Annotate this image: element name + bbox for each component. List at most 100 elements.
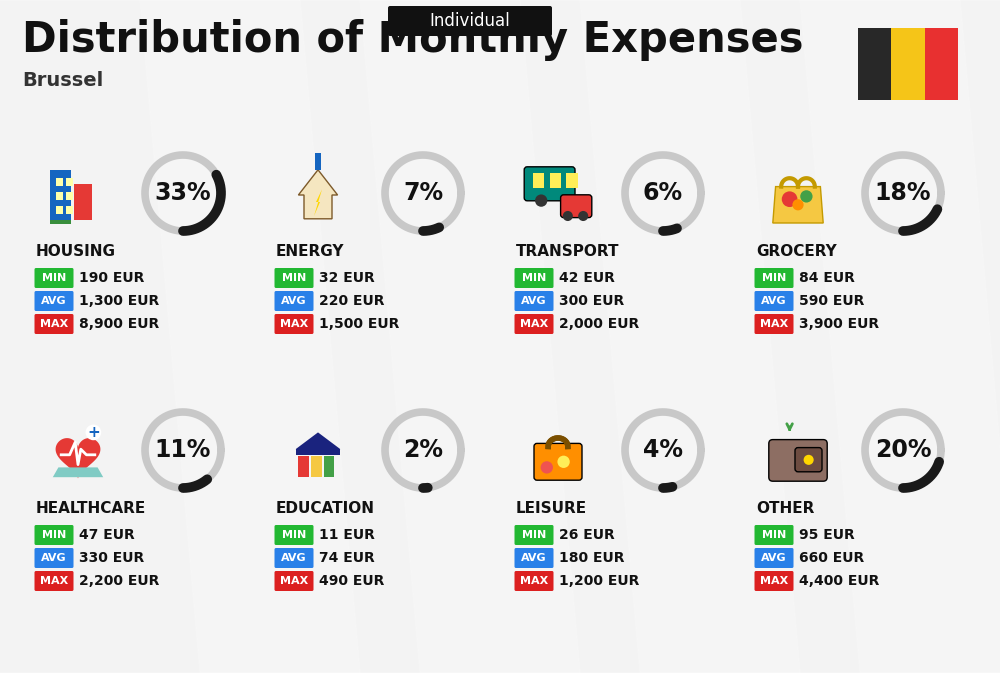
Bar (324, 456, 334, 477)
Text: EDUCATION: EDUCATION (276, 501, 375, 516)
Text: AVG: AVG (521, 553, 547, 563)
FancyBboxPatch shape (274, 314, 314, 334)
Text: 84 EUR: 84 EUR (799, 271, 855, 285)
Text: 32 EUR: 32 EUR (319, 271, 375, 285)
FancyBboxPatch shape (514, 314, 554, 334)
Bar (550, 172, 561, 188)
Text: MAX: MAX (760, 319, 788, 329)
Text: 26 EUR: 26 EUR (559, 528, 615, 542)
Text: 8,900 EUR: 8,900 EUR (79, 317, 159, 331)
Text: MIN: MIN (42, 530, 66, 540)
Text: 1,200 EUR: 1,200 EUR (559, 574, 639, 588)
Text: 180 EUR: 180 EUR (559, 551, 624, 565)
Text: HEALTHCARE: HEALTHCARE (36, 501, 146, 516)
Text: 20%: 20% (875, 438, 931, 462)
FancyBboxPatch shape (34, 571, 74, 591)
Text: MAX: MAX (760, 576, 788, 586)
Text: 74 EUR: 74 EUR (319, 551, 375, 565)
FancyBboxPatch shape (274, 291, 314, 311)
Text: TRANSPORT: TRANSPORT (516, 244, 620, 259)
Text: 330 EUR: 330 EUR (79, 551, 144, 565)
Text: +: + (87, 425, 100, 440)
FancyBboxPatch shape (755, 548, 794, 568)
Bar (56, 192, 63, 200)
Text: 190 EUR: 190 EUR (79, 271, 144, 285)
Text: 47 EUR: 47 EUR (79, 528, 135, 542)
Polygon shape (296, 432, 340, 449)
FancyBboxPatch shape (514, 525, 554, 545)
FancyBboxPatch shape (34, 314, 74, 334)
Text: 6%: 6% (643, 181, 683, 205)
Text: MIN: MIN (762, 273, 786, 283)
FancyBboxPatch shape (34, 548, 74, 568)
Text: 490 EUR: 490 EUR (319, 574, 384, 588)
Circle shape (792, 199, 804, 211)
FancyBboxPatch shape (34, 268, 74, 288)
Text: AVG: AVG (281, 553, 307, 563)
FancyBboxPatch shape (755, 525, 794, 545)
Polygon shape (773, 186, 823, 223)
Text: 1,300 EUR: 1,300 EUR (79, 294, 159, 308)
Bar (50, 170, 71, 220)
Text: MIN: MIN (762, 530, 786, 540)
FancyBboxPatch shape (561, 194, 592, 217)
Bar (858, 28, 891, 100)
Text: MAX: MAX (40, 319, 68, 329)
FancyBboxPatch shape (274, 548, 314, 568)
Text: 660 EUR: 660 EUR (799, 551, 864, 565)
Text: GROCERY: GROCERY (756, 244, 837, 259)
Text: 7%: 7% (403, 181, 443, 205)
Bar (311, 456, 322, 477)
Bar (566, 172, 578, 188)
Text: HOUSING: HOUSING (36, 244, 116, 259)
Text: 11%: 11% (155, 438, 211, 462)
Text: AVG: AVG (521, 296, 547, 306)
FancyBboxPatch shape (795, 448, 822, 472)
Bar (296, 449, 340, 455)
FancyBboxPatch shape (534, 444, 582, 481)
FancyBboxPatch shape (514, 548, 554, 568)
Circle shape (563, 211, 573, 221)
Text: Individual: Individual (430, 12, 510, 30)
Text: 42 EUR: 42 EUR (559, 271, 615, 285)
Text: AVG: AVG (761, 553, 787, 563)
Text: MAX: MAX (520, 576, 548, 586)
Text: 300 EUR: 300 EUR (559, 294, 624, 308)
Text: MIN: MIN (522, 273, 546, 283)
Text: OTHER: OTHER (756, 501, 814, 516)
Text: AVG: AVG (761, 296, 787, 306)
Bar (56, 206, 63, 214)
Bar (533, 172, 544, 188)
FancyBboxPatch shape (755, 291, 794, 311)
Text: 33%: 33% (155, 181, 211, 205)
Polygon shape (56, 438, 100, 479)
Bar (56, 178, 63, 186)
Text: 11 EUR: 11 EUR (319, 528, 375, 542)
Text: ENERGY: ENERGY (276, 244, 344, 259)
FancyBboxPatch shape (769, 439, 827, 481)
Circle shape (782, 191, 797, 207)
Text: MIN: MIN (282, 273, 306, 283)
Circle shape (557, 456, 570, 468)
Text: MIN: MIN (282, 530, 306, 540)
FancyBboxPatch shape (755, 268, 794, 288)
FancyBboxPatch shape (274, 571, 314, 591)
Text: 220 EUR: 220 EUR (319, 294, 384, 308)
Text: Brussel: Brussel (22, 71, 103, 90)
Circle shape (535, 194, 547, 207)
FancyBboxPatch shape (514, 571, 554, 591)
Text: LEISURE: LEISURE (516, 501, 587, 516)
FancyBboxPatch shape (524, 167, 575, 201)
Bar (891, 28, 925, 100)
Text: AVG: AVG (281, 296, 307, 306)
FancyBboxPatch shape (514, 291, 554, 311)
FancyBboxPatch shape (34, 525, 74, 545)
Text: AVG: AVG (41, 553, 67, 563)
Text: 95 EUR: 95 EUR (799, 528, 855, 542)
Text: MIN: MIN (42, 273, 66, 283)
Polygon shape (298, 170, 338, 219)
Text: Distribution of Monthly Expenses: Distribution of Monthly Expenses (22, 19, 804, 61)
Text: 2,200 EUR: 2,200 EUR (79, 574, 159, 588)
Text: MAX: MAX (280, 576, 308, 586)
Bar (66, 192, 73, 200)
